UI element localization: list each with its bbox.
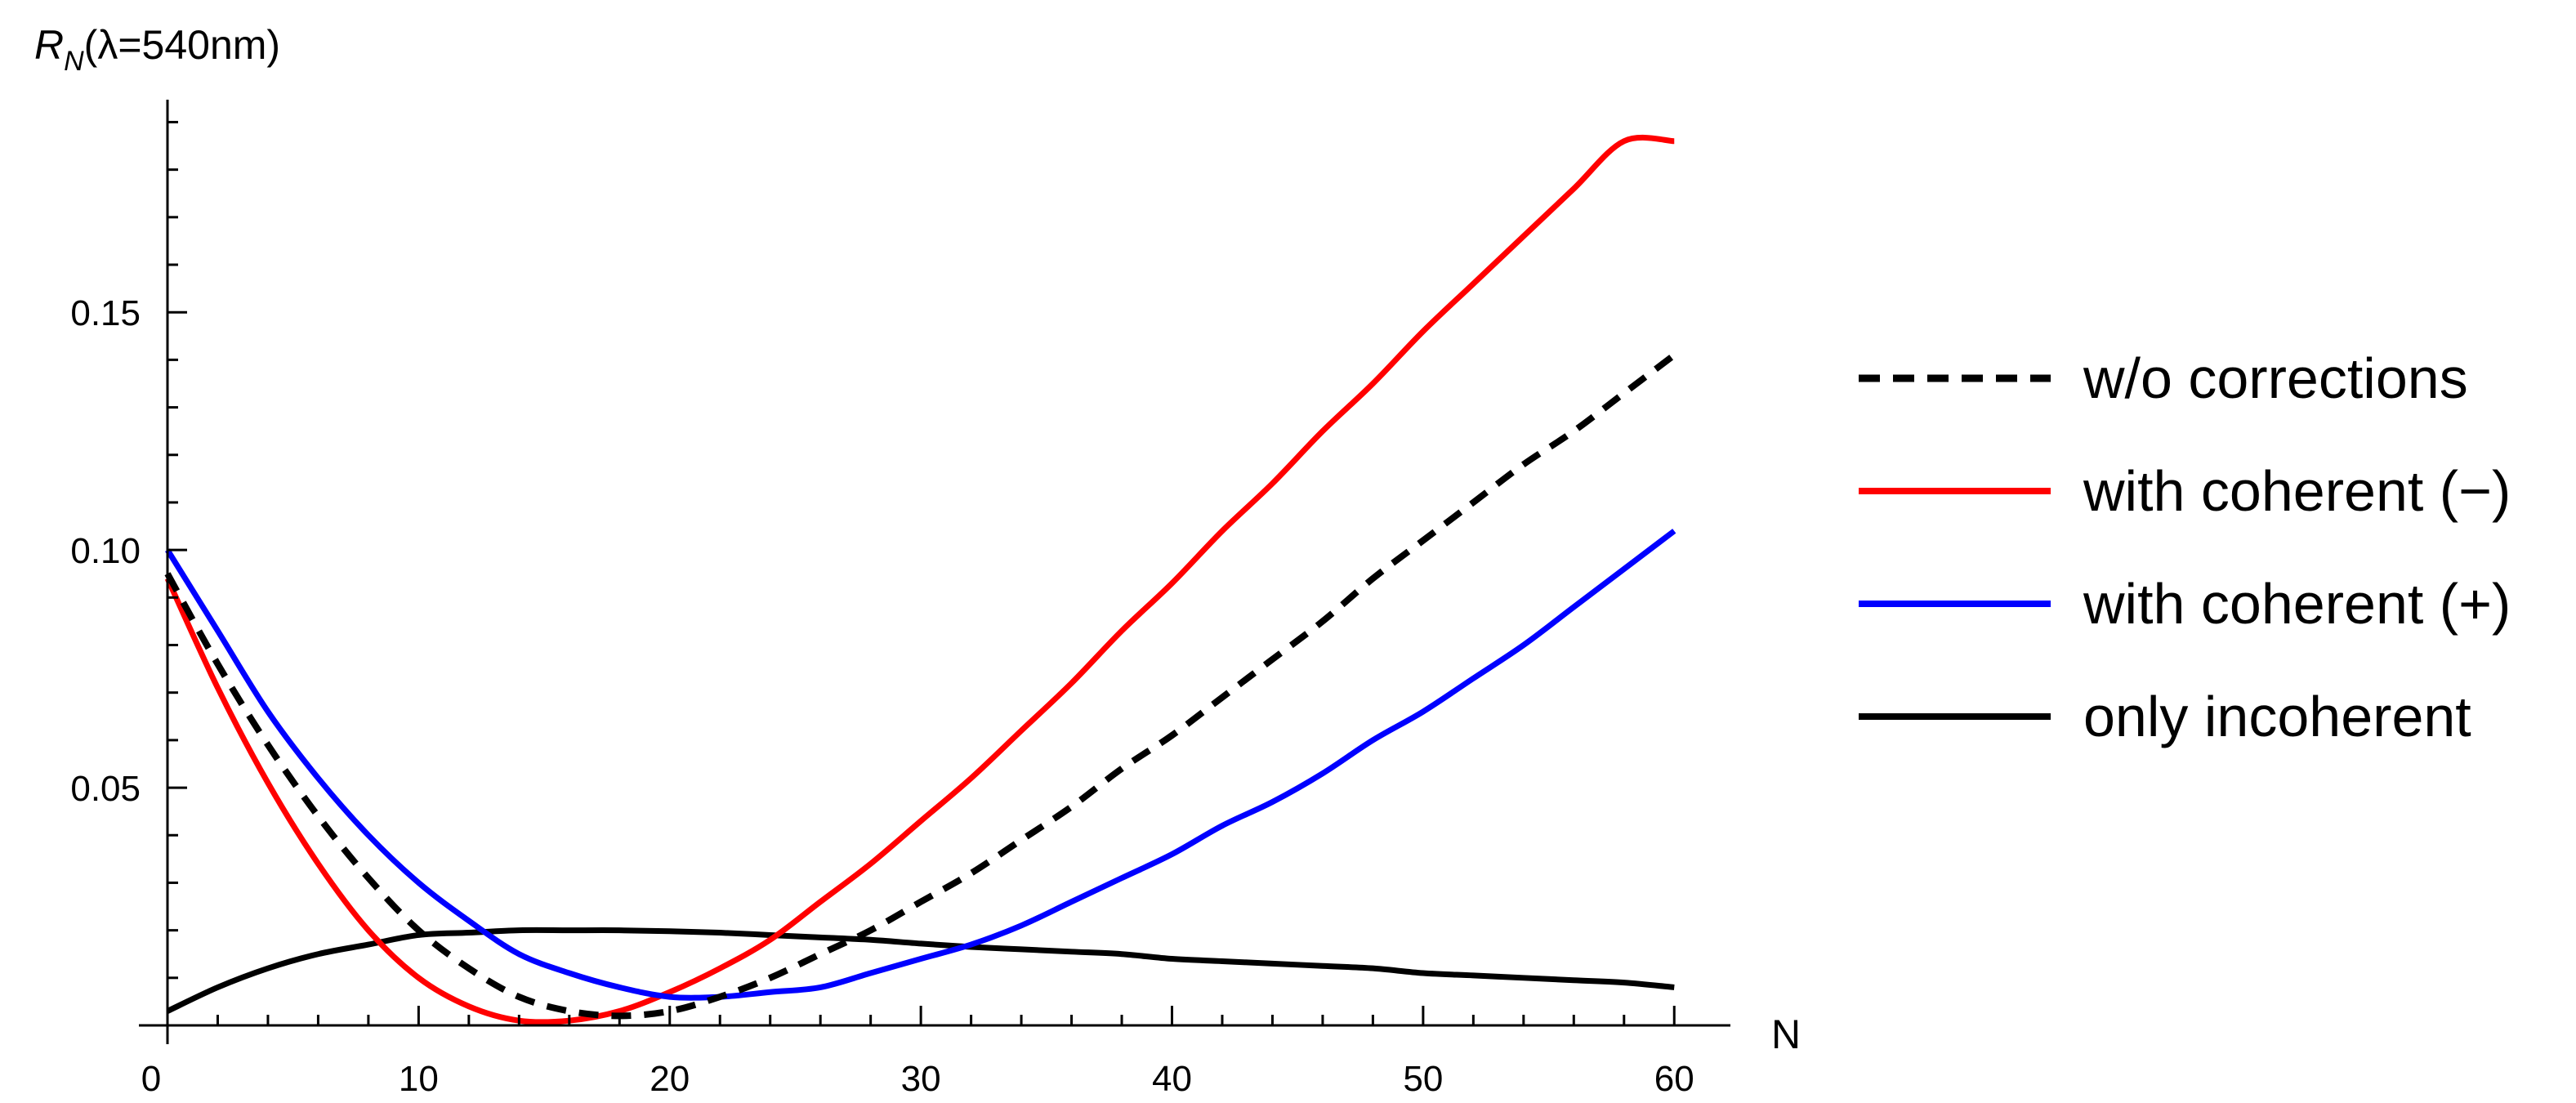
legend: w/o corrections with coherent (−) with coh… (1859, 346, 2511, 748)
plot-area (164, 134, 1676, 1025)
y-axis-label-main: R (34, 22, 64, 68)
legend-label-3: only incoherent (2083, 685, 2471, 748)
y-axis-label: RN(λ=540nm) (34, 22, 280, 77)
x-tick-label: 0 (141, 1059, 161, 1099)
x-tick-label: 30 (901, 1059, 941, 1099)
axes: 0 10 20 30 40 50 60 0.05 0.10 0.15 (70, 100, 1730, 1099)
legend-label-1: with coherent (−) (2083, 459, 2511, 523)
y-axis-label-rest: (λ=540nm) (84, 22, 280, 68)
legend-label-0: w/o corrections (2083, 346, 2468, 410)
series-line-0 (164, 352, 1676, 1020)
x-tick-label: 50 (1403, 1059, 1443, 1099)
series-line-1 (164, 134, 1675, 1025)
y-tick-label: 0.15 (70, 293, 141, 333)
x-axis-label: N (1771, 1011, 1801, 1057)
series-line-3 (166, 927, 1675, 1014)
y-ticks: 0.05 0.10 0.15 (70, 120, 187, 980)
series-line-2 (165, 529, 1676, 1001)
y-tick-label: 0.10 (70, 531, 141, 571)
x-tick-label: 20 (650, 1059, 690, 1099)
x-tick-label: 10 (399, 1059, 439, 1099)
x-tick-label: 60 (1654, 1059, 1694, 1099)
series-layer (164, 134, 1676, 1025)
y-axis-label-sub: N (64, 46, 84, 77)
x-tick-label: 40 (1152, 1059, 1192, 1099)
x-ticks: 0 10 20 30 40 50 60 (141, 1006, 1694, 1099)
legend-label-2: with coherent (+) (2083, 572, 2511, 636)
y-tick-label: 0.05 (70, 769, 141, 809)
